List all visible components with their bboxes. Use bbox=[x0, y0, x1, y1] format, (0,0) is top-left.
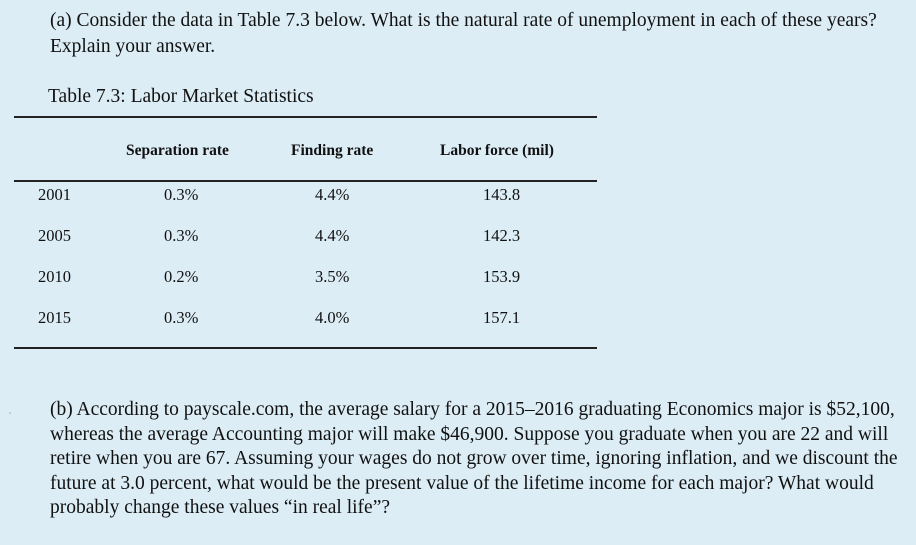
row-2005-finding: 4.4% bbox=[315, 226, 350, 245]
row-2015-separation: 0.3% bbox=[164, 308, 199, 327]
row-2015-labor-force: 157.1 bbox=[483, 308, 521, 327]
row-2001-year: 2001 bbox=[38, 185, 71, 204]
row-2001-separation: 0.3% bbox=[164, 185, 199, 204]
table-caption: Table 7.3: Labor Market Statistics bbox=[48, 86, 314, 107]
row-2005-separation: 0.3% bbox=[164, 226, 199, 245]
row-2010-year: 2010 bbox=[38, 267, 71, 286]
table-header-rule bbox=[14, 180, 597, 182]
row-2015-finding: 4.0% bbox=[315, 308, 350, 327]
row-2005-labor-force: 142.3 bbox=[483, 226, 521, 245]
table-bottom-rule bbox=[14, 347, 597, 349]
row-2001-finding: 4.4% bbox=[315, 185, 350, 204]
table-top-rule bbox=[14, 116, 597, 118]
header-separation-rate: Separation rate bbox=[126, 142, 229, 159]
header-finding-rate: Finding rate bbox=[291, 142, 374, 159]
row-2010-finding: 3.5% bbox=[315, 267, 350, 286]
row-2010-separation: 0.2% bbox=[164, 267, 199, 286]
row-2005-year: 2005 bbox=[38, 226, 71, 245]
row-2015-year: 2015 bbox=[38, 308, 71, 327]
question-a-text: (a) Consider the data in Table 7.3 below… bbox=[50, 10, 877, 57]
question-b-text: (b) According to payscale.com, the avera… bbox=[50, 399, 898, 518]
row-2001-labor-force: 143.8 bbox=[483, 185, 521, 204]
row-2010-labor-force: 153.9 bbox=[483, 267, 521, 286]
header-labor-force: Labor force (mil) bbox=[440, 142, 554, 159]
margin-dot bbox=[9, 412, 11, 414]
